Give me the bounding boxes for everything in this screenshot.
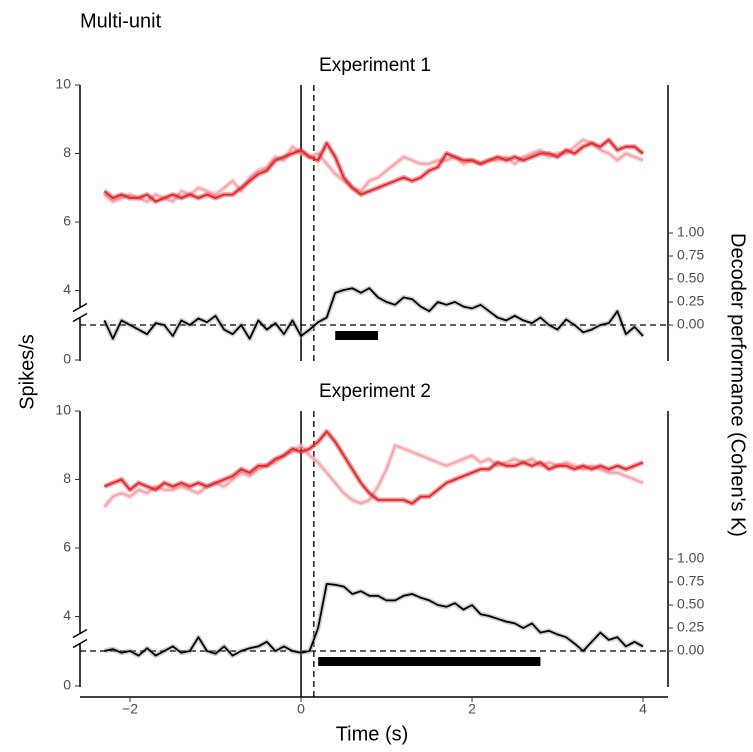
significance-bar [318, 656, 541, 666]
y2-tick-label: 0.25 [677, 293, 704, 309]
y-tick-label: 10 [55, 76, 71, 92]
series-line [103, 138, 644, 203]
y2-tick-label: 1.00 [677, 550, 704, 566]
series-ribbon [103, 581, 645, 659]
series-line [104, 430, 644, 505]
axis-break [72, 302, 88, 313]
y-tick-label: 4 [63, 607, 71, 623]
y2-tick-label: 0.00 [677, 316, 704, 332]
axis-break [72, 312, 88, 323]
y2-tick-label: 0.75 [677, 573, 704, 589]
y-tick-label: 4 [63, 281, 71, 297]
y-tick-label: 6 [63, 539, 71, 555]
y-tick-label: 8 [63, 144, 71, 160]
panel-title: Experiment 2 [319, 381, 431, 402]
series-line [103, 138, 644, 203]
y2-tick-label: 0.25 [677, 619, 704, 635]
axis-break [72, 628, 88, 639]
axis-break [72, 638, 88, 649]
panel-title: Experiment 1 [319, 55, 431, 76]
figure-title: Multi-unit [80, 10, 162, 32]
y-tick-label: 10 [55, 402, 71, 418]
y-axis-label: Spikes/s [16, 334, 38, 410]
x-tick-label: −2 [122, 701, 138, 717]
x-tick-label: 2 [468, 701, 476, 717]
series-line [104, 583, 644, 657]
y2-tick-label: 0.50 [677, 270, 704, 286]
significance-bar [335, 330, 378, 340]
y-tick-label: 6 [63, 213, 71, 229]
y2-tick-label: 0.00 [677, 642, 704, 658]
x-tick-label: 0 [297, 701, 305, 717]
y2-tick-label: 1.00 [677, 224, 704, 240]
y-tick-label: 0 [63, 677, 71, 693]
y-tick-label: 8 [63, 470, 71, 486]
y2-axis-label: Decoder performance (Cohen's K) [727, 233, 749, 537]
series-line [103, 287, 644, 340]
y-tick-label: 0 [63, 351, 71, 367]
y2-tick-label: 0.75 [677, 247, 704, 263]
series-line [103, 444, 644, 508]
x-tick-label: 4 [639, 701, 647, 717]
y2-tick-label: 0.50 [677, 596, 704, 612]
x-axis-label: Time (s) [336, 723, 409, 745]
